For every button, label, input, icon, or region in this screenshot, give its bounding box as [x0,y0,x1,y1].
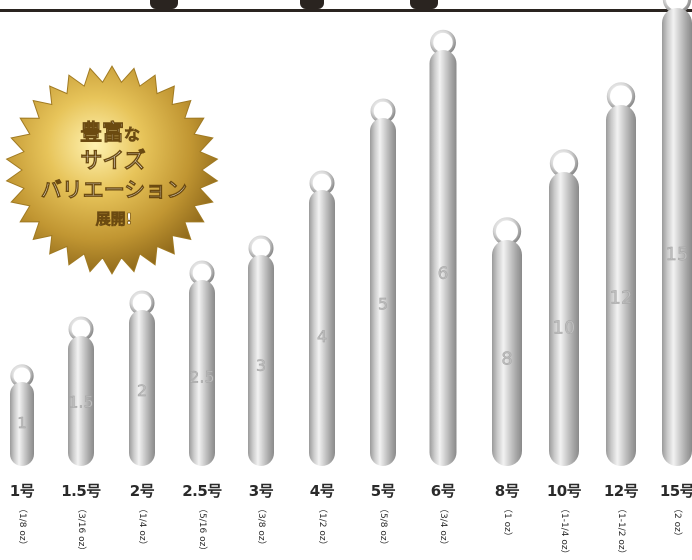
sinker-9: 8 [492,217,522,466]
sinker-body [492,240,522,466]
sinker-engraved-number: 15 [666,244,689,265]
sinker-engraved-number: 8 [501,348,512,369]
variation-badge: 豊富な サイズ バリエーション 展開! [5,65,219,275]
sinker-6: 4 [309,170,335,466]
sinker-engraved-number: 2 [137,381,147,400]
ounce-label: （1-1/2 oz） [616,504,626,559]
size-label: 2号 [129,482,155,500]
sinker-8: 6 [429,29,457,466]
sinker-body [68,336,94,466]
gold-starburst-shape [5,65,219,275]
sinker-11: 12 [606,82,636,466]
sinker-engraved-number: 1 [17,414,26,432]
sinker-3: 2 [129,290,155,466]
size-label: 5号 [370,482,396,500]
sinker-engraved-number: 2.5 [189,367,215,386]
ounce-label: （5/16 oz） [197,504,207,556]
size-label: 12号 [603,482,639,500]
size-label: 4号 [309,482,335,500]
sinker-5: 3 [248,235,274,466]
sinker-10: 10 [549,149,579,466]
size-label: 3号 [248,482,274,500]
sinker-body [370,118,396,466]
sinker-engraved-number: 10 [553,318,576,339]
sinker-group: 1 1.5 2 2.5 3 4 5 6 8 10 12 15 [10,0,692,466]
ounce-label: （1/8 oz） [17,504,27,550]
size-label: 8号 [494,482,520,500]
sinker-engraved-number: 3 [256,356,266,375]
ounce-label: （5/8 oz） [378,504,388,550]
badge-line-1: 豊富な [80,120,140,146]
sinker-body [429,50,457,466]
sinker-engraved-number: 5 [378,294,388,313]
sinker-body [189,280,215,466]
ounce-label: （1-1/4 oz） [559,504,569,559]
sinker-body [662,8,692,466]
sinker-body [129,310,155,466]
ounce-label: （3/8 oz） [256,504,266,550]
size-label: 10号 [546,482,582,500]
sinker-engraved-number: 4 [317,327,327,346]
sinker-body [248,255,274,466]
sinker-7: 5 [370,98,396,466]
sinker-1: 1 [10,364,34,466]
size-label: 6号 [430,482,456,500]
badge-line-4: 展開! [96,210,133,228]
badge-line-3: バリエーション [41,178,188,202]
sinker-engraved-number: 1.5 [68,393,94,412]
badge-line-2: サイズ [80,148,145,174]
sinker-engraved-number: 6 [438,263,449,283]
ounce-label: （1 oz） [502,504,512,541]
sinker-engraved-number: 12 [610,288,633,309]
sinker-body [606,105,636,466]
size-label: 15号 [659,482,692,500]
ounce-label: （1/2 oz） [317,504,327,550]
ounce-label: （3/4 oz） [438,504,448,550]
sinker-4: 2.5 [189,260,215,466]
ounce-label: （1/4 oz） [137,504,147,550]
sinker-2: 1.5 [68,316,94,466]
size-label: 1.5号 [61,482,101,500]
ounce-label: （2 oz） [672,504,682,541]
sinker-body [309,190,335,466]
ounce-label: （3/16 oz） [76,504,86,556]
header-tab [300,0,324,9]
header-tab [150,0,178,9]
sinker-12: 15 [662,0,692,466]
sinker-body [10,382,34,466]
size-label: 1号 [9,482,35,500]
header-tab [410,0,438,9]
size-label: 2.5号 [182,482,222,500]
sinker-body [549,172,579,466]
header-rule [0,9,692,12]
